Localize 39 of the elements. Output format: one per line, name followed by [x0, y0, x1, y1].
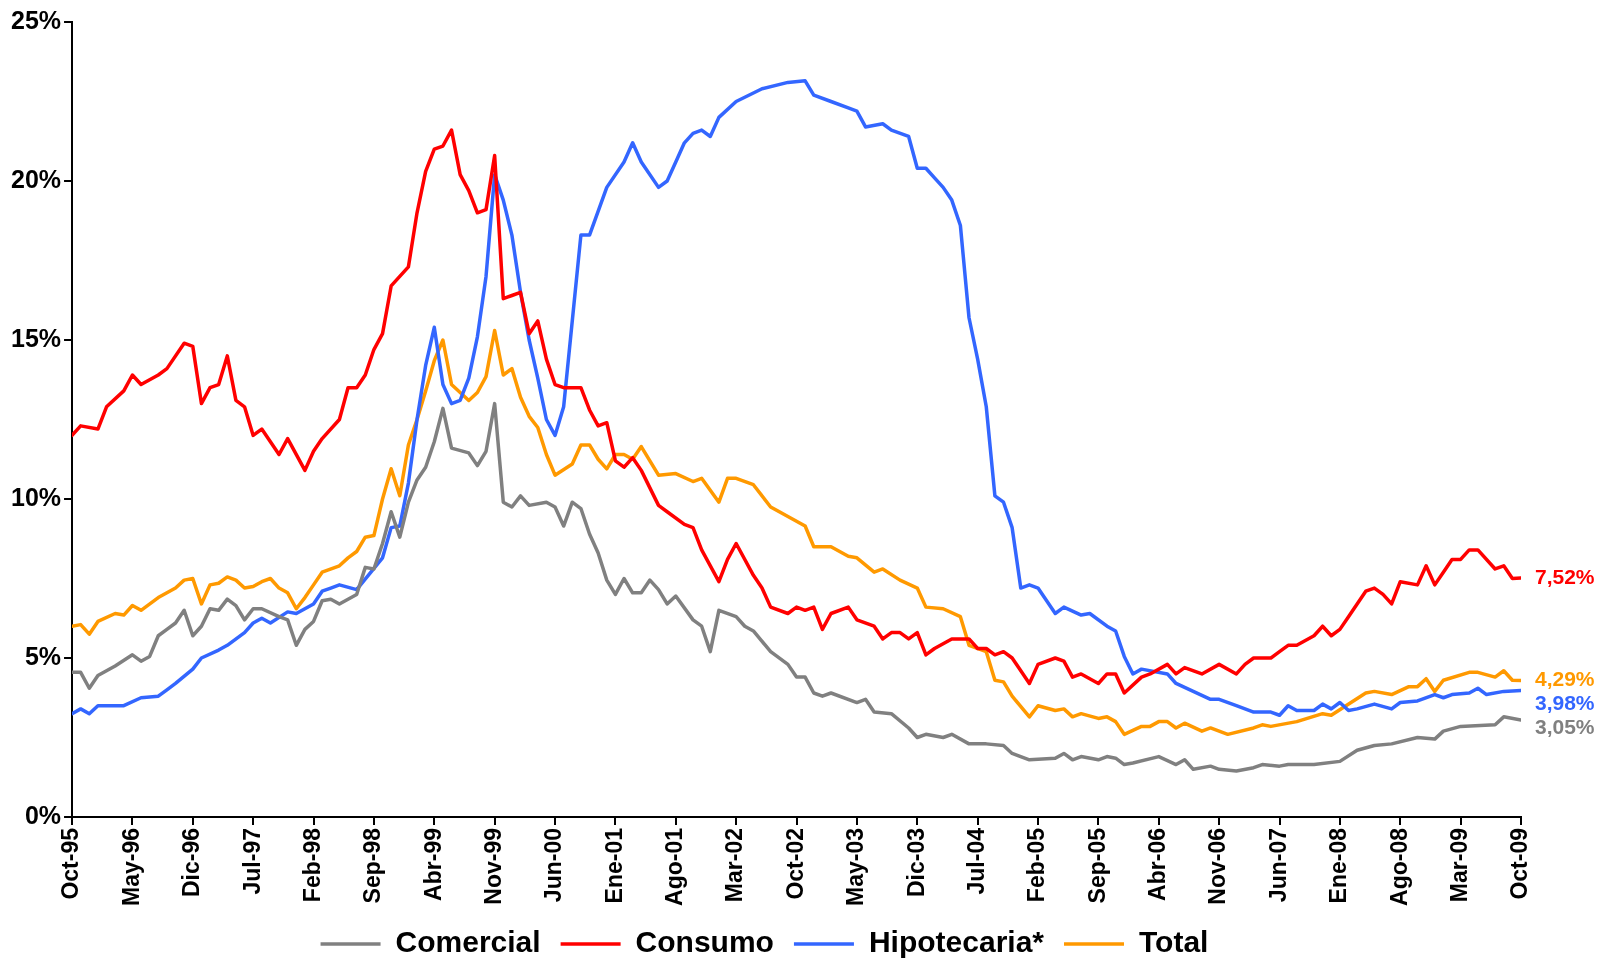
- x-tick-label: Jun-00: [540, 828, 567, 903]
- y-tick-label: 5%: [24, 641, 62, 670]
- y-tick-label: 25%: [10, 5, 62, 34]
- x-tick-label: Sep-98: [359, 827, 386, 904]
- y-tick-label: 15%: [10, 323, 62, 352]
- legend-label: Consumo: [635, 925, 774, 959]
- x-tick-label: Feb-05: [1023, 827, 1050, 903]
- x-tick-label: Ene-01: [600, 827, 627, 904]
- x-tick-label: Ago-01: [661, 827, 688, 906]
- data-label: 3,98%: [1535, 691, 1595, 715]
- x-tick-label: May-96: [117, 828, 144, 906]
- x-tick-label: Abr-99: [419, 828, 446, 901]
- x-tick-label: Mar-02: [721, 828, 748, 903]
- y-tick-label: 10%: [10, 482, 62, 511]
- x-tick-label: Ago-08: [1385, 827, 1412, 906]
- x-tick-label: Nov-06: [1204, 828, 1231, 905]
- y-tick-label: 0%: [24, 800, 62, 829]
- data-label: 7,52%: [1535, 564, 1595, 588]
- x-tick-label: Abr-06: [1144, 828, 1171, 901]
- x-tick-label: Dic-96: [178, 828, 205, 898]
- x-tick-label: Jul-97: [238, 828, 265, 895]
- x-tick-label: May-03: [842, 828, 869, 906]
- legend-label: Total: [1139, 925, 1209, 959]
- x-tick-label: Mar-09: [1445, 828, 1472, 903]
- data-label: 4,29%: [1535, 667, 1595, 691]
- x-tick-label: Feb-98: [298, 827, 325, 903]
- x-tick-label: Jul-04: [962, 827, 989, 895]
- legend-label: Hipotecaria*: [868, 925, 1045, 959]
- x-tick-label: Dic-03: [902, 828, 929, 898]
- x-tick-label: Sep-05: [1083, 827, 1110, 904]
- x-tick-label: Nov-99: [479, 828, 506, 905]
- x-tick-label: Ene-08: [1325, 827, 1352, 904]
- y-tick-label: 20%: [10, 164, 62, 193]
- x-tick-label: Jun-07: [1264, 828, 1291, 903]
- data-label: 3,05%: [1535, 715, 1595, 739]
- x-tick-label: Oct-02: [781, 828, 808, 900]
- x-tick-label: Oct-09: [1506, 828, 1533, 900]
- x-tick-label: Oct-95: [57, 827, 84, 900]
- legend-label: Comercial: [395, 925, 541, 959]
